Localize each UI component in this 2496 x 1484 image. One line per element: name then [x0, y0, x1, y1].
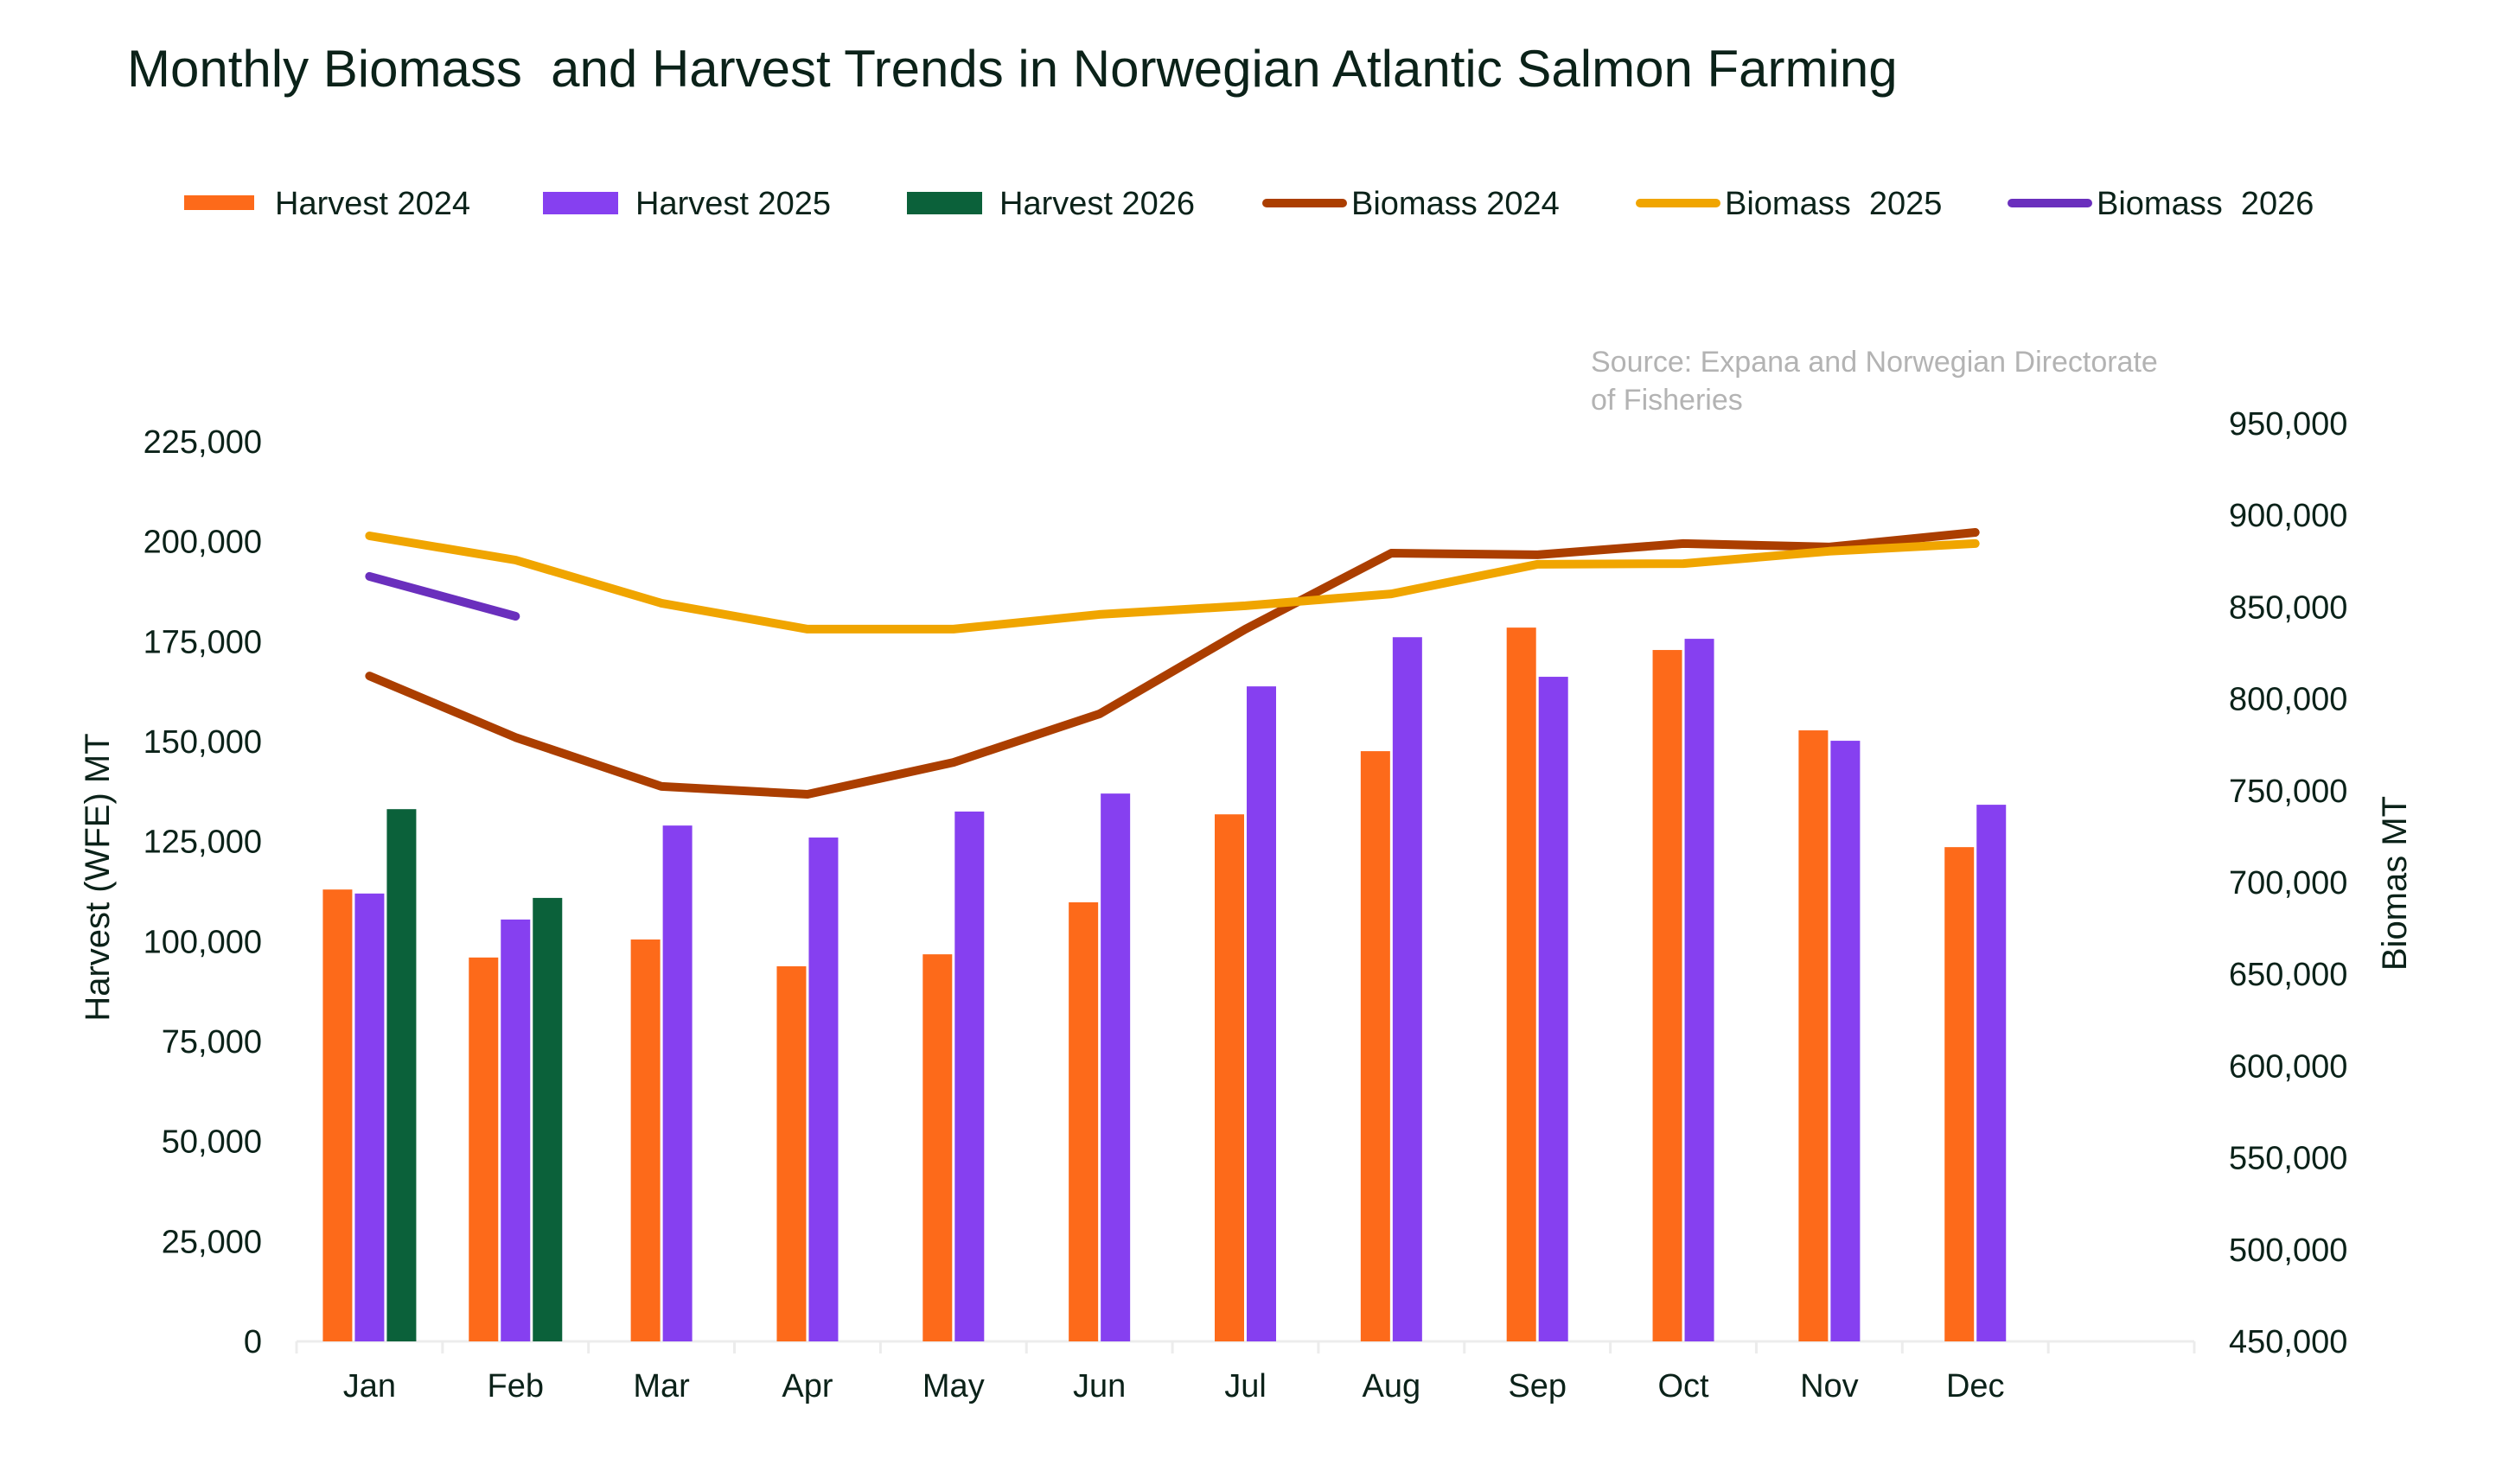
bar-harvest-2024-feb — [469, 957, 499, 1341]
x-tick-label-dec: Dec — [1946, 1368, 2005, 1404]
bar-harvest-2025-aug — [1392, 637, 1422, 1341]
y-right-tick-label: 750,000 — [2229, 774, 2347, 810]
x-tick-label-apr: Apr — [782, 1368, 833, 1404]
y-left-tick-label: 25,000 — [162, 1224, 262, 1260]
bar-harvest-2024-jan — [322, 889, 353, 1341]
y-right-tick-label: 800,000 — [2229, 682, 2347, 718]
bar-harvest-2025-may — [954, 811, 985, 1341]
legend-item-harvest-2024: Harvest 2024 — [184, 186, 470, 222]
y-right-ticks: 450,000 500,000 550,000 600,000 650,000 700,0… — [2229, 406, 2347, 1360]
bar-harvest-2024-dec — [1944, 847, 1975, 1341]
bar-harvest-2025-sep — [1538, 677, 1568, 1341]
x-tick-label-jun: Jun — [1073, 1368, 1126, 1404]
y-right-tick-label: 850,000 — [2229, 589, 2347, 626]
bar-harvest-2024-aug — [1360, 751, 1390, 1341]
bar-harvest-2025-dec — [1976, 805, 2007, 1341]
y-left-tick-label: 0 — [244, 1324, 262, 1360]
bar-harvest-2024-may — [922, 954, 953, 1341]
chart-title: Monthly Biomass and Harvest Trends in No… — [127, 40, 1898, 98]
line-biomass-2024 — [365, 528, 1980, 799]
lines — [365, 528, 1980, 799]
legend-item-biomass-2025: Biomass 2025 — [1636, 186, 1942, 222]
x-tick-label-oct: Oct — [1657, 1368, 1709, 1404]
x-tick-label-nov: Nov — [1800, 1368, 1859, 1404]
y-left-tick-label: 175,000 — [144, 624, 262, 660]
legend-item-biomass-2026: Biomass 2026 — [2008, 186, 2314, 222]
source-note-line-2: of Fisheries — [1591, 384, 1743, 417]
x-tick-label-sep: Sep — [1508, 1368, 1567, 1404]
y-left-tick-label: 50,000 — [162, 1124, 262, 1161]
y-left-tick-label: 125,000 — [144, 825, 262, 861]
x-tick-label-jan: Jan — [343, 1368, 396, 1404]
y-right-tick-label: 950,000 — [2229, 406, 2347, 443]
bar-harvest-2024-nov — [1798, 730, 1829, 1341]
line-biomass-2025 — [365, 532, 1980, 634]
y-right-axis-title: Biomas MT — [2376, 796, 2414, 971]
y-left-axis-title: Harvest (WFE) MT — [79, 733, 117, 1021]
legend-swatch — [543, 192, 618, 214]
legend-swatch — [184, 195, 254, 210]
legend: Harvest 2024 Harvest 2025 Harvest 2026 Biom… — [184, 186, 2314, 222]
legend-label: Harvest 2024 — [275, 186, 470, 222]
legend-item-harvest-2025: Harvest 2025 — [543, 186, 831, 222]
legend-label: Harvest 2025 — [635, 186, 831, 222]
y-right-tick-label: 550,000 — [2229, 1141, 2347, 1177]
bars — [322, 627, 2007, 1341]
line-biomass-2026 — [365, 571, 520, 621]
legend-label: Biomass 2024 — [1351, 186, 1560, 222]
bar-harvest-2025-jul — [1247, 686, 1276, 1341]
bar-harvest-2025-jun — [1101, 793, 1131, 1341]
legend-label: Biomass 2025 — [1725, 186, 1942, 222]
bar-harvest-2025-mar — [662, 825, 693, 1341]
bar-harvest-2026-feb — [533, 897, 563, 1341]
x-tick-label-jul: Jul — [1224, 1368, 1267, 1404]
y-right-tick-label: 500,000 — [2229, 1232, 2347, 1269]
x-tick-label-aug: Aug — [1363, 1368, 1421, 1404]
y-right-tick-label: 900,000 — [2229, 498, 2347, 534]
y-right-tick-label: 450,000 — [2229, 1324, 2347, 1360]
legend-label: Biomass 2026 — [2097, 186, 2314, 222]
y-right-tick-label: 600,000 — [2229, 1048, 2347, 1085]
bar-harvest-2025-apr — [808, 838, 839, 1341]
bar-harvest-2024-sep — [1506, 627, 1536, 1341]
legend-item-biomass-2024: Biomass 2024 — [1262, 186, 1560, 222]
bar-harvest-2024-jun — [1069, 901, 1099, 1341]
bar-harvest-2026-jan — [386, 809, 417, 1341]
y-right-tick-label: 650,000 — [2229, 957, 2347, 993]
x-tick-label-mar: Mar — [633, 1368, 690, 1404]
y-right-tick-label: 700,000 — [2229, 865, 2347, 901]
legend-swatch — [907, 192, 982, 214]
legend-item-harvest-2026: Harvest 2026 — [907, 186, 1195, 222]
y-left-tick-label: 225,000 — [144, 424, 262, 461]
y-left-tick-label: 100,000 — [144, 924, 262, 960]
y-left-tick-label: 75,000 — [162, 1024, 262, 1060]
y-left-tick-label: 200,000 — [144, 525, 262, 561]
bar-harvest-2025-nov — [1830, 741, 1861, 1341]
bar-harvest-2024-oct — [1652, 650, 1682, 1341]
bar-harvest-2024-mar — [630, 939, 661, 1341]
bar-harvest-2025-oct — [1684, 639, 1714, 1341]
bar-harvest-2024-apr — [776, 966, 807, 1341]
legend-label: Harvest 2026 — [999, 186, 1195, 222]
x-axis: Jan Feb Mar Apr May Jun Jul Aug Sep Oct Nov Dec — [295, 1340, 2196, 1404]
y-left-ticks: 0 25,000 50,000 75,000 100,000 125,000 150,000… — [144, 424, 262, 1360]
bar-harvest-2025-jan — [354, 893, 385, 1341]
bar-harvest-2024-jul — [1215, 814, 1244, 1341]
y-left-tick-label: 150,000 — [144, 724, 262, 761]
x-tick-label-may: May — [922, 1368, 985, 1404]
source-note-line-1: Source: Expana and Norwegian Directorate — [1591, 346, 2158, 379]
x-tick-label-feb: Feb — [488, 1368, 544, 1404]
bar-harvest-2025-feb — [501, 919, 531, 1341]
